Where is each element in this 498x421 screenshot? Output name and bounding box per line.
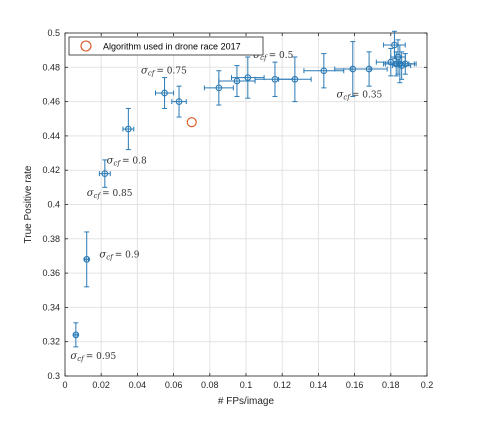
- x-tick-label: 0.16: [346, 380, 364, 390]
- legend: Algorithm used in drone race 2017: [68, 36, 264, 56]
- sigma-annotation: σcf = 0.9: [99, 250, 139, 262]
- annotation-subscript: cf: [106, 254, 114, 262]
- marker-circle: [244, 74, 252, 81]
- y-tick-label: 0.48: [42, 62, 60, 72]
- x-tick-label: 0.02: [92, 380, 110, 390]
- marker-circle: [101, 170, 109, 177]
- marker-circle: [175, 98, 183, 105]
- legend-marker: [80, 40, 92, 52]
- x-tick-label: 0.06: [165, 380, 183, 390]
- data-point: [98, 159, 111, 188]
- annotation-subscript: cf: [260, 54, 268, 62]
- marker-circle: [320, 67, 328, 75]
- marker-circle: [215, 84, 223, 92]
- x-tick-label: 0.04: [129, 380, 147, 390]
- legend-label: Algorithm used in drone race 2017: [103, 42, 241, 52]
- annotation-value: = 0.8: [122, 156, 147, 166]
- data-point: [72, 322, 80, 348]
- annotation-subscript: cf: [77, 355, 85, 363]
- x-tick-label: 0.08: [201, 380, 219, 390]
- legend-box: [68, 36, 264, 56]
- marker-circle: [391, 41, 398, 49]
- annotation-symbol: σ: [141, 65, 149, 76]
- marker-circle: [83, 256, 91, 263]
- marker-circle: [271, 75, 279, 83]
- y-tick-label: 0.46: [42, 97, 60, 107]
- annotation-symbol: σ: [70, 351, 78, 362]
- x-tick-label: 0.2: [421, 380, 434, 390]
- marker-circle: [233, 77, 241, 85]
- annotation-value: = 0.9: [115, 251, 140, 261]
- axes: 0 0.02 0.04 0.06 0.08 0.1 0.12 0.14 0.16 0.18 0.2 0…: [42, 28, 433, 390]
- marker-circle: [125, 125, 132, 133]
- data-point: [155, 77, 175, 109]
- y-axis-label: True Positive rate: [23, 165, 34, 243]
- data-point: [393, 53, 417, 75]
- x-tick-label: 0.1: [240, 380, 253, 390]
- y-tick-label: 0.44: [42, 131, 60, 141]
- annotation-value: = 0.35: [352, 90, 383, 100]
- sigma-annotation: σcf = 0.35: [337, 89, 383, 101]
- x-axis-label: # FPs/image: [218, 396, 275, 407]
- y-tick-label: 0.38: [42, 234, 60, 244]
- x-tick-label: 0.12: [273, 380, 291, 390]
- data-point: [122, 107, 135, 151]
- data-point: [83, 231, 91, 288]
- y-tick-label: 0.5: [47, 28, 60, 38]
- data-marks: [72, 30, 417, 348]
- annotation-value: = 0.85: [102, 189, 133, 199]
- data-point: [390, 39, 406, 75]
- marker-circle: [72, 331, 80, 339]
- y-tick-label: 0.36: [42, 268, 60, 278]
- data-point: [203, 70, 234, 106]
- y-tick-label: 0.32: [42, 337, 60, 347]
- annotation-subscript: cf: [148, 69, 156, 77]
- sigma-annotation: σcf = 0.95: [70, 351, 116, 363]
- marker-circle: [398, 62, 406, 69]
- y-tick-label: 0.42: [42, 165, 60, 175]
- annotation-subscript: cf: [343, 93, 351, 101]
- y-tick-label: 0.34: [42, 302, 60, 312]
- x-tick-label: 0: [62, 380, 67, 390]
- data-point: [278, 56, 312, 103]
- annotation-symbol: σ: [337, 89, 345, 100]
- marker-circle: [401, 60, 409, 68]
- annotation-symbol: σ: [107, 155, 115, 166]
- y-tick-label: 0.4: [47, 200, 60, 210]
- annotation-subscript: cf: [94, 192, 102, 200]
- axes-box: [64, 32, 428, 377]
- sigma-annotation: σcf = 0.8: [107, 155, 147, 167]
- sigma-annotation: σcf = 0.75: [141, 65, 187, 77]
- marker-circle: [291, 75, 299, 83]
- data-point: [303, 53, 345, 89]
- x-tick-label: 0.14: [310, 380, 328, 390]
- annotation-symbol: σ: [87, 188, 95, 199]
- y-tick-label: 0.3: [47, 371, 60, 381]
- x-tick-label: 0.18: [382, 380, 400, 390]
- sigma-annotation: σcf = 0.85: [87, 188, 133, 200]
- annotation-subscript: cf: [113, 159, 121, 167]
- annotation-symbol: σ: [99, 250, 107, 261]
- annotation-value: = 0.5: [269, 51, 294, 61]
- marker-circle: [186, 117, 197, 128]
- annotation-value: = 0.95: [86, 352, 117, 362]
- marker-circle: [394, 53, 402, 61]
- data-point: [350, 51, 388, 87]
- grid-lines: [64, 32, 428, 377]
- highlight-point: [186, 117, 197, 128]
- marker-circle: [365, 65, 373, 73]
- annotation-value: = 0.75: [156, 66, 187, 76]
- marker-circle: [161, 89, 168, 97]
- data-point: [171, 85, 187, 118]
